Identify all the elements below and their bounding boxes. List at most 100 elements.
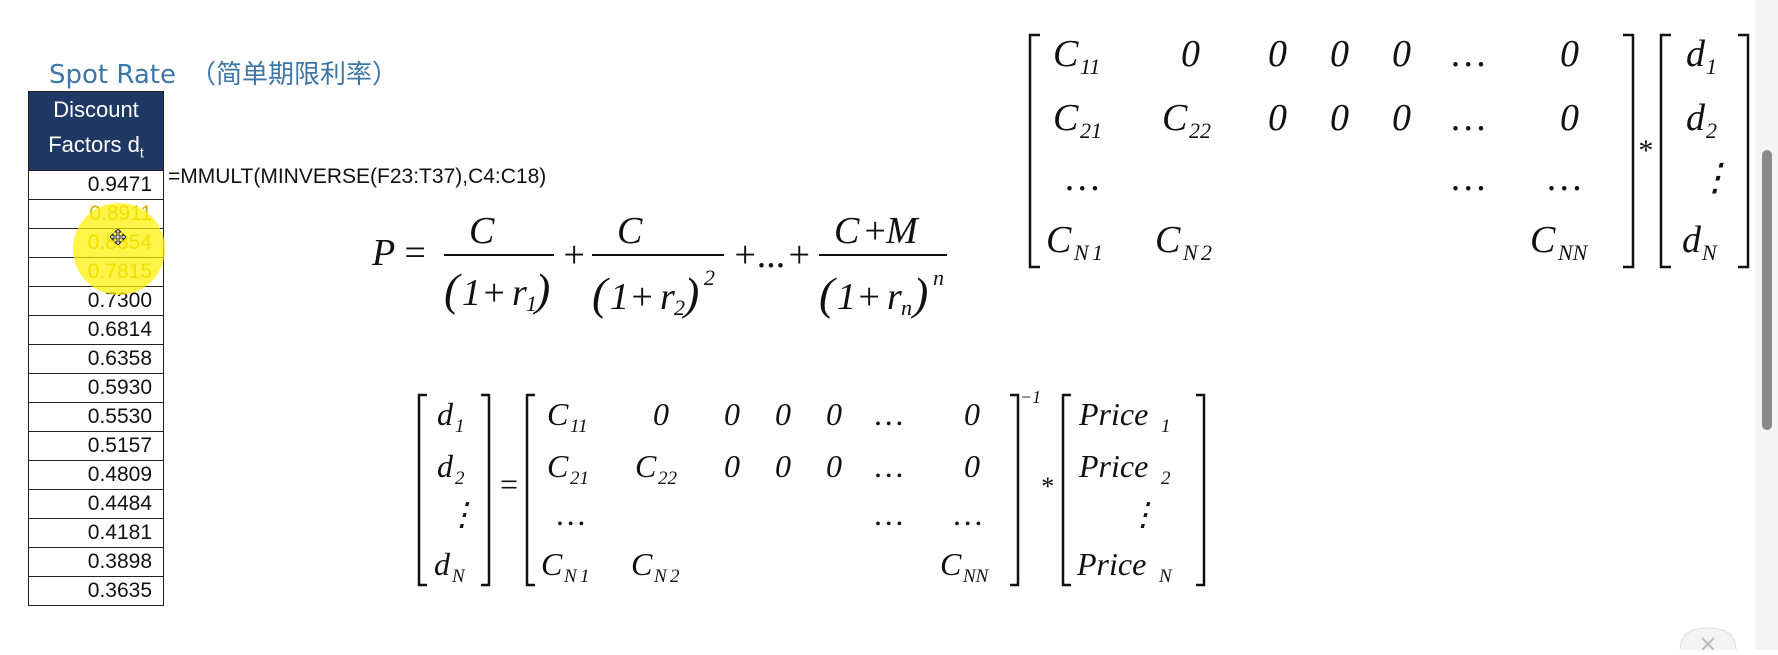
svg-text:0: 0 bbox=[826, 448, 842, 484]
svg-text:C: C bbox=[631, 546, 653, 582]
discount-factor-cell[interactable]: 0.8354 bbox=[28, 228, 164, 259]
svg-text:…: … bbox=[875, 448, 903, 484]
svg-text:(: ( bbox=[592, 268, 610, 319]
table-row: 0.6358 bbox=[28, 344, 164, 375]
discount-factor-cell[interactable]: 0.4484 bbox=[28, 489, 164, 520]
svg-text:0: 0 bbox=[1392, 33, 1411, 75]
svg-text:⋮: ⋮ bbox=[1127, 496, 1159, 532]
discount-factor-cell[interactable]: 0.9471 bbox=[28, 170, 164, 201]
table-row: 0.3635 bbox=[28, 576, 164, 607]
discount-factor-cell[interactable]: 0.4181 bbox=[28, 518, 164, 549]
svg-text:0: 0 bbox=[964, 396, 980, 432]
table-row: 0.4484 bbox=[28, 489, 164, 520]
discount-factor-cell[interactable]: 0.7300 bbox=[28, 286, 164, 317]
svg-text:d: d bbox=[1686, 97, 1706, 139]
svg-text:N: N bbox=[563, 566, 578, 587]
svg-text:2: 2 bbox=[455, 468, 465, 489]
svg-text:N: N bbox=[653, 566, 668, 587]
table-header[interactable]: Discount Factors dt bbox=[28, 90, 164, 172]
svg-text:C: C bbox=[1046, 219, 1072, 261]
table-row: 0.4809 bbox=[28, 460, 164, 491]
svg-text:C: C bbox=[469, 210, 495, 252]
svg-text:1+: 1+ bbox=[462, 272, 507, 314]
svg-text:0: 0 bbox=[1330, 33, 1349, 75]
svg-text:…: … bbox=[954, 496, 982, 532]
discount-factor-cell[interactable]: 0.5530 bbox=[28, 402, 164, 433]
discount-factor-cell[interactable]: 0.5157 bbox=[28, 431, 164, 462]
svg-text:r: r bbox=[887, 276, 902, 318]
svg-text:*: * bbox=[1040, 472, 1053, 501]
svg-text:N: N bbox=[451, 566, 466, 587]
svg-text:C: C bbox=[1155, 219, 1181, 261]
table-row: 0.6814 bbox=[28, 315, 164, 346]
discount-factor-cell[interactable]: 0.6358 bbox=[28, 344, 164, 375]
svg-text:): ) bbox=[532, 264, 550, 315]
svg-text:NN: NN bbox=[962, 566, 990, 587]
svg-text:n: n bbox=[933, 265, 944, 290]
table-row: 0.7815 bbox=[28, 257, 164, 288]
svg-text:r: r bbox=[660, 276, 675, 318]
svg-text:N: N bbox=[1182, 240, 1199, 265]
bond-price-equation: P = C ( 1+ r 1 ) + C ( 1+ r 2 ) 2 +...+ … bbox=[371, 205, 972, 330]
table-row: 0.5930 bbox=[28, 373, 164, 404]
svg-text:2: 2 bbox=[1201, 240, 1212, 265]
svg-text:1: 1 bbox=[526, 291, 537, 316]
svg-text:0: 0 bbox=[724, 396, 740, 432]
svg-text:0: 0 bbox=[775, 396, 791, 432]
svg-text:C: C bbox=[1053, 33, 1079, 75]
formula-text: =MMULT(MINVERSE(F23:T37),C4:C18) bbox=[168, 165, 547, 188]
svg-text:(: ( bbox=[444, 264, 462, 315]
svg-text:⋮: ⋮ bbox=[1696, 157, 1734, 199]
svg-text:21: 21 bbox=[1080, 118, 1102, 143]
discount-factor-cell[interactable]: 0.3635 bbox=[28, 576, 164, 607]
table-row: 0.3898 bbox=[28, 547, 164, 578]
svg-text:N: N bbox=[1701, 240, 1718, 265]
svg-text:1: 1 bbox=[1092, 240, 1103, 265]
title-english: Spot Rate bbox=[49, 60, 176, 90]
discount-factor-cell[interactable]: 0.6814 bbox=[28, 315, 164, 346]
svg-text:C: C bbox=[547, 396, 569, 432]
svg-text:C: C bbox=[541, 546, 563, 582]
svg-text:0: 0 bbox=[826, 396, 842, 432]
svg-text:0: 0 bbox=[1392, 97, 1411, 139]
discount-factor-cell[interactable]: 0.8911 bbox=[28, 199, 164, 230]
table-row: 0.8911 bbox=[28, 199, 164, 230]
svg-text:C: C bbox=[1053, 97, 1079, 139]
svg-text:N: N bbox=[1073, 240, 1090, 265]
svg-text:d: d bbox=[434, 546, 451, 582]
close-icon[interactable] bbox=[1678, 624, 1738, 651]
svg-text:11: 11 bbox=[570, 416, 588, 437]
svg-text:⋮: ⋮ bbox=[446, 496, 478, 532]
discount-factor-cell[interactable]: 0.4809 bbox=[28, 460, 164, 491]
table-row: 0.7300 bbox=[28, 286, 164, 317]
svg-text:M: M bbox=[885, 210, 920, 252]
svg-text:Price: Price bbox=[1078, 448, 1148, 484]
svg-text:…: … bbox=[1452, 157, 1486, 199]
svg-text:C: C bbox=[1162, 97, 1188, 139]
discount-factor-cell[interactable]: 0.5930 bbox=[28, 373, 164, 404]
scrollbar-thumb[interactable] bbox=[1762, 150, 1772, 430]
svg-text:0: 0 bbox=[1560, 33, 1579, 75]
svg-text:+: + bbox=[561, 234, 587, 276]
svg-text:…: … bbox=[875, 396, 903, 432]
svg-text:1: 1 bbox=[580, 566, 590, 587]
svg-text:2: 2 bbox=[670, 566, 680, 587]
svg-text:1: 1 bbox=[1161, 416, 1171, 437]
svg-text:r: r bbox=[512, 272, 527, 314]
svg-text:Price: Price bbox=[1078, 396, 1148, 432]
discount-factor-cell[interactable]: 0.3898 bbox=[28, 547, 164, 578]
svg-text:0: 0 bbox=[653, 396, 669, 432]
svg-text:d: d bbox=[1686, 33, 1706, 75]
discount-factor-cell[interactable]: 0.7815 bbox=[28, 257, 164, 288]
svg-text:=: = bbox=[498, 466, 520, 502]
svg-text:d: d bbox=[1682, 219, 1702, 261]
table-row: 0.8354 bbox=[28, 228, 164, 259]
svg-text:C: C bbox=[834, 210, 860, 252]
svg-text:d: d bbox=[437, 396, 454, 432]
svg-text:…: … bbox=[1452, 97, 1486, 139]
header-subscript: t bbox=[139, 144, 144, 161]
svg-text:22: 22 bbox=[658, 468, 678, 489]
svg-text:P: P bbox=[371, 232, 395, 274]
svg-text:NN: NN bbox=[1557, 240, 1589, 265]
